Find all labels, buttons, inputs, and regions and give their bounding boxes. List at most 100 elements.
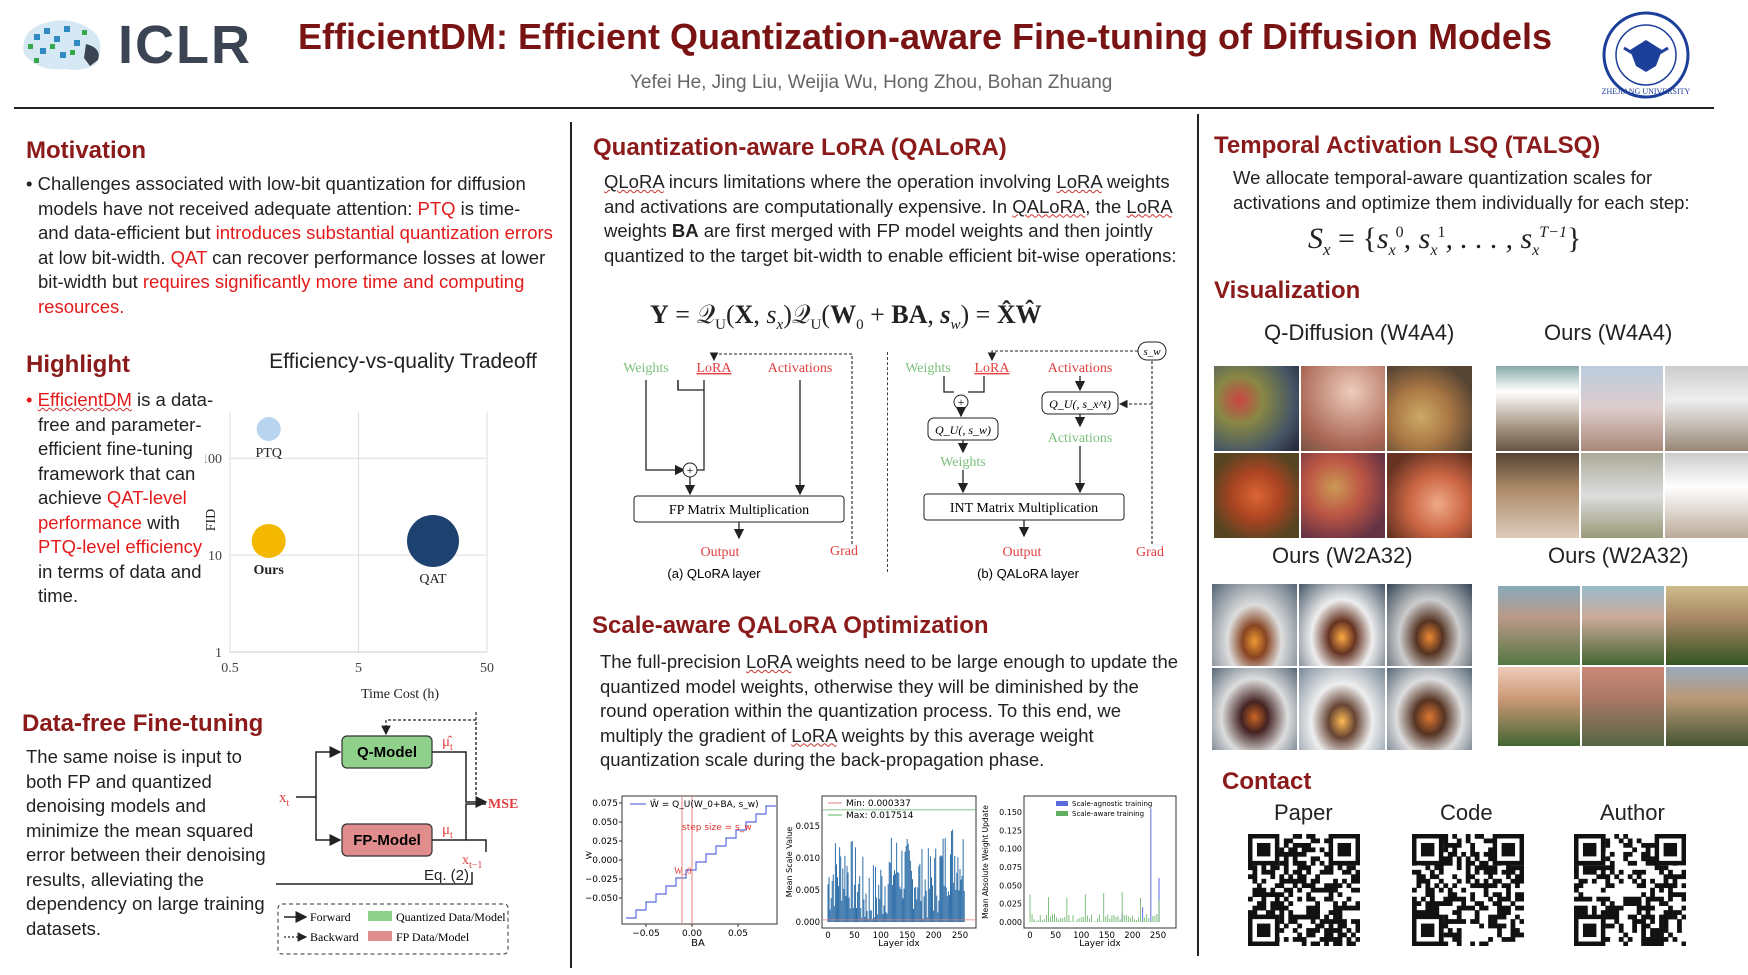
seal-text: ZHEJIANG UNIVERSITY [1602,87,1691,96]
qalora-sw: s_w [1143,346,1161,358]
motivation-red-2: requires significantly more time and com… [38,271,525,317]
plot2-xtick: 150 [899,931,915,941]
tradeoff-point-ours [251,523,286,558]
plot3-ylabel: Mean Absolute Weight Update [982,805,990,919]
qlora-weights: Weights [623,361,669,376]
qalora-activations: Activations [1048,361,1113,376]
plot1-ytick: 0.050 [592,818,618,828]
diagram-xt: xt [279,790,290,809]
scaleaware-t1: The full-precision [600,651,747,672]
plot3-xtick: 100 [1073,931,1089,941]
qalora-grad: Grad [1136,545,1164,560]
tradeoff-xtick: 5 [355,661,362,676]
highlight-t3: in terms of data and time. [38,560,202,607]
qalora-qw: Q_U(, s_w) [935,423,991,437]
qlora-figure: Weights LoRA Activations + FP Matrix Mul… [604,352,894,592]
qmodel-label: Q-Model [357,744,417,761]
qalora-caption: (b) QALoRA layer [977,566,1080,581]
qalora-t-ba: BA [671,220,699,241]
xt1-label: xt−1 [462,853,482,871]
weight-update-plot: 0.150 0.125 0.100 0.075 0.050 0.025 0.000 0 50 10… [981,792,1180,949]
plot3-xlabel: Layer idx [1079,939,1121,948]
scaleaware-heading: Scale-aware QALoRA Optimization [592,612,989,639]
qr-icon [1574,834,1687,947]
author-qr-code[interactable] [1574,834,1687,947]
plot1-ytick: 0.025 [592,837,618,847]
plot2-max: Max: 0.017514 [846,811,914,821]
qalora-activations-2: Activations [1048,431,1113,446]
plot1-ytick: 0.075 [592,799,618,809]
figure-divider [887,352,888,572]
plot2-xlabel: Layer idx [878,939,920,948]
plot2-ylabel: Mean Scale Value [785,827,794,897]
tradeoff-chart-svg: Efficiency-vs-quality Tradeoff FID Time … [201,350,537,702]
contact-heading: Contact [1222,768,1312,795]
code-qr-code[interactable] [1412,834,1525,947]
zju-seal: ZHEJIANG UNIVERSITY [1600,10,1692,100]
paper-qr-code[interactable] [1248,834,1361,947]
qlora-grad: Grad [830,544,858,559]
contact-label-author: Author [1600,800,1665,825]
qalora-weights-2: Weights [940,455,986,470]
legend-forward: Forward [310,910,351,924]
poster-title: EfficientDM: Efficient Quantization-awar… [298,16,1552,57]
highlight-text: • EfficientDM is a data-free and paramet… [26,389,214,607]
ours-w2a32-castle-grid [1498,586,1748,746]
plot3-xtick: 0 [1027,931,1032,941]
qalora-box-label: INT Matrix Multiplication [950,501,1098,516]
plot2-xtick: 100 [873,931,889,941]
fpmodel-label: FP-Model [353,832,421,849]
tradeoff-point-label: Ours [254,563,285,578]
legend-backward: Backward [310,930,359,944]
tradeoff-xlabel: Time Cost (h) [361,687,439,702]
motivation-p3: at low bit-width. [38,246,171,268]
scale-value-plot-svg: 0.015 0.010 0.005 0.000 0 50 100 150 200 250 Min:… [785,795,977,949]
datafree-diagram: xt Q-Model FP-Model μ̂t μt MSE xt−1 Eq. … [273,710,556,964]
highlight-t2: with [141,511,180,533]
datafree-text: The same noise is input to both FP and q… [26,746,266,939]
mu-label: μt [442,822,453,841]
qalora-qx: Q_U(, s_x^t) [1049,397,1111,411]
plot3-xtick: 150 [1099,931,1115,941]
tradeoff-point-label: QAT [419,572,447,587]
plot3-legend-a: Scale-agnostic training [1072,800,1152,808]
arrow-to-fpmodel [315,797,342,846]
qalora-text: QLoRA incurs limitations where the opera… [604,170,1194,268]
datafree-heading: Data-free Fine-tuning [22,710,264,737]
qalora-output: Output [1003,545,1042,560]
tradeoff-ytick: 10 [208,549,222,564]
iclr-logo-text: ICLR [118,15,252,75]
plot3-xtick: 200 [1124,931,1140,941]
tradeoff-ylabel: FID [205,509,219,532]
tradeoff-chart: Efficiency-vs-quality Tradeoff FID Time … [201,342,560,712]
highlight-name: EfficientDM [37,389,132,410]
iclr-logo [14,14,110,74]
motivation-text: • Challenges associated with low-bit qua… [26,173,553,317]
tradeoff-ytick: 1 [215,646,222,661]
qlora-caption: (a) QLoRA layer [667,566,761,581]
scaleaware-lora2: LoRA [791,724,837,746]
talsq-text: We allocate temporal-aware quantization … [1233,167,1690,213]
plot1-xtick: −0.05 [632,929,660,939]
plot3-legend-b: Scale-aware training [1072,810,1144,818]
qalora-t-f: , the [1085,195,1127,217]
qlora-figure-svg: Weights LoRA Activations + FP Matrix Mul… [623,352,858,581]
qalora-t-b: incurs limitations where the operation i… [663,171,1057,192]
plot1-ytick: −0.025 [586,875,618,885]
plot3-xtick: 250 [1150,931,1166,941]
motivation-red-1: introduces substantial quantization erro… [215,222,553,243]
plot1-ytick: −0.050 [586,894,618,904]
plot2-xtick: 0 [825,931,830,941]
plot1-xtick: 0.00 [682,929,702,939]
qlora-output: Output [701,545,740,560]
svg-text:+: + [958,395,965,409]
qalora-t-a: QLoRA [604,171,664,192]
weight-update-lines [1029,808,1160,922]
qalora-t-c: LoRA [1056,171,1102,192]
datafree-diagram-svg: xt Q-Model FP-Model μ̂t μt MSE xt−1 Eq. … [273,710,518,955]
qalora-t-g: LoRA [1126,195,1172,217]
tradeoff-ytick: 100 [205,452,222,467]
contact-label-code: Code [1440,800,1493,825]
scale-value-bars [822,809,976,922]
scale-value-plot: 0.015 0.010 0.005 0.000 0 50 100 150 200 250 Min:… [784,792,980,949]
